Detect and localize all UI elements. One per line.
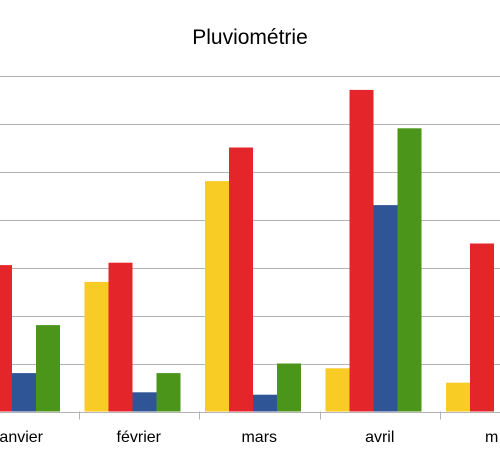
bar-février-series-3: [132, 392, 157, 412]
bar-janvier-series-2: [0, 265, 12, 412]
bar-avril-series-4: [397, 128, 422, 412]
chart-title: Pluviométrie: [192, 26, 308, 49]
bar-février-series-4: [156, 373, 181, 412]
x-tick-label-janvier: anvier: [0, 429, 44, 446]
x-tick-label-mai: m: [485, 429, 498, 446]
x-tick-label-mars: mars: [241, 429, 277, 446]
bar-janvier-series-3: [12, 373, 36, 412]
bar-janvier-series-4: [36, 325, 60, 412]
x-tick-label-avril: avril: [365, 429, 394, 446]
bar-avril-series-3: [373, 205, 398, 412]
x-axis-labels: anvier février mars avril m: [0, 429, 498, 446]
x-tick-label-février: février: [117, 429, 162, 446]
bars: [0, 89, 494, 412]
x-axis-ticks: [79, 411, 441, 420]
bar-mars-series-1: [205, 181, 229, 412]
bar-février-series-1: [84, 281, 109, 412]
bar-février-series-2: [108, 262, 133, 412]
bar-mars-series-3: [253, 394, 277, 412]
bar-mars-series-2: [229, 147, 253, 412]
bar-mai-series-1: [446, 382, 470, 412]
bar-mai-series-2: [470, 243, 494, 412]
bar-avril-series-1: [325, 368, 350, 412]
bar-avril-series-2: [349, 89, 374, 412]
bar-mars-series-4: [277, 363, 301, 412]
